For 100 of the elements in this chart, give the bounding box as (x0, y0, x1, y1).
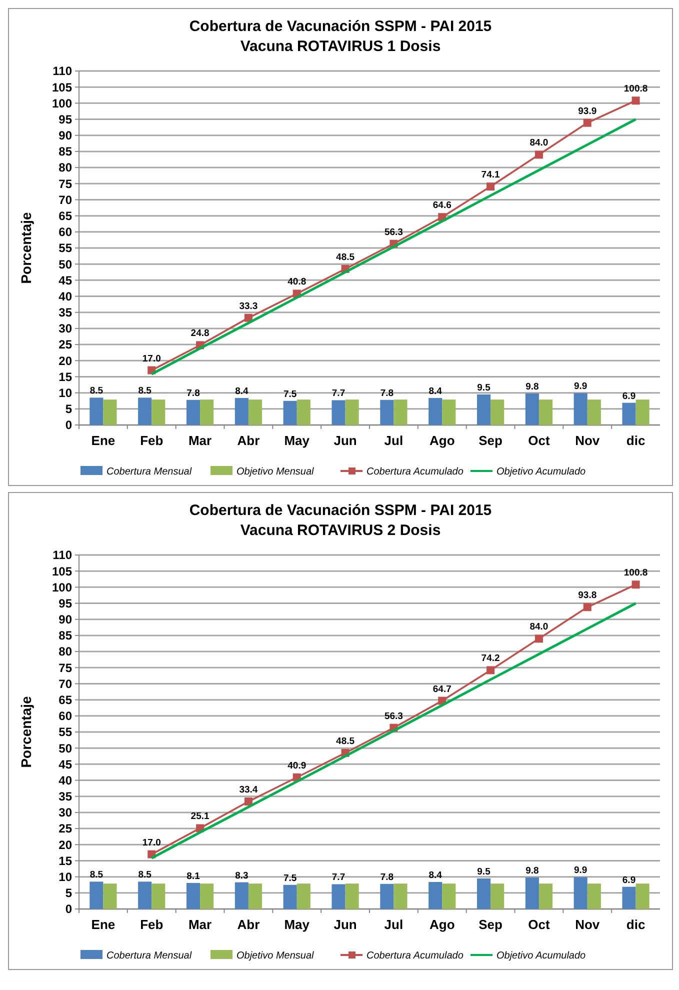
data-label: 7.5 (283, 872, 298, 884)
legend-label: Cobertura Mensual (106, 466, 192, 478)
data-label: 48.5 (336, 252, 356, 263)
data-label: 7.5 (283, 388, 298, 400)
data-label: 40.8 (288, 276, 306, 288)
point (632, 580, 640, 589)
data-label: 24.8 (190, 328, 210, 340)
data-label: 17.0 (142, 837, 161, 848)
y-tick-label: 5 (65, 402, 72, 416)
data-label: 74.2 (481, 653, 500, 664)
x-tick-label: Feb (140, 433, 164, 448)
y-tick-label: 50 (58, 257, 72, 272)
y-tick-label: 40 (58, 289, 72, 304)
y-tick-label: 95 (58, 112, 72, 126)
data-label: 9.8 (526, 381, 539, 392)
y-tick-label: 35 (58, 790, 72, 804)
chart-subtitle: Vacuna ROTAVIRUS 1 Dosis (240, 38, 441, 55)
x-tick-label: Ene (91, 917, 116, 932)
x-tick-label: dic (626, 917, 646, 932)
point (244, 798, 252, 806)
data-label: 56.3 (384, 226, 403, 238)
y-tick-label: 20 (58, 354, 72, 368)
y-tick-label: 85 (58, 144, 72, 159)
y-tick-label: 75 (58, 176, 72, 191)
data-label: 33.4 (239, 784, 258, 796)
point (583, 603, 592, 612)
y-axis-title: Porcentaje (18, 696, 34, 768)
x-tick-label: Abr (237, 917, 260, 932)
x-tick-label: May (284, 917, 310, 932)
data-label: 93.9 (578, 106, 597, 117)
y-tick-label: 65 (58, 693, 72, 708)
point (583, 118, 592, 127)
data-label: 17.0 (142, 353, 161, 364)
x-tick-label: Oct (528, 433, 550, 448)
x-tick-label: Jul (384, 433, 404, 448)
legend-label: Objetivo Acumulado (496, 950, 586, 962)
data-label: 9.9 (574, 381, 588, 392)
data-label: 7.8 (380, 872, 394, 883)
data-label: 8.5 (138, 870, 152, 881)
y-tick-label: 80 (58, 644, 72, 659)
chart-title: Cobertura de Vacunación SSPM - PAI 2015 (189, 502, 492, 519)
legend-label: Cobertura Acumulado (366, 950, 464, 962)
point (244, 314, 252, 322)
data-label: 64.6 (432, 200, 452, 212)
data-label: 40.9 (288, 760, 306, 772)
legend-label: Objetivo Mensual (236, 950, 315, 962)
data-label: 8.5 (90, 386, 104, 397)
y-tick-label: 80 (58, 160, 72, 175)
y-tick-label: 10 (58, 870, 72, 884)
x-tick-label: Mar (188, 433, 212, 448)
y-tick-label: 55 (58, 241, 72, 256)
x-tick-label: Oct (528, 917, 550, 932)
data-label: 7.7 (332, 872, 346, 884)
data-label: 8.4 (235, 386, 249, 397)
x-tick-label: Nov (575, 433, 600, 448)
x-tick-label: dic (626, 433, 646, 448)
y-tick-label: 15 (58, 370, 72, 384)
data-label: 8.4 (428, 870, 443, 881)
y-tick-label: 25 (58, 338, 72, 352)
y-tick-label: 35 (58, 306, 72, 320)
x-tick-label: Ene (91, 433, 116, 448)
x-tick-label: Sep (478, 917, 503, 932)
y-axis-title: Porcentaje (18, 212, 34, 284)
data-label: 84.0 (530, 138, 548, 149)
data-label: 7.7 (332, 388, 346, 400)
y-tick-label: 65 (58, 209, 72, 224)
y-tick-label: 70 (58, 676, 72, 691)
data-label: 100.8 (624, 84, 648, 95)
y-tick-label: 100 (52, 580, 72, 594)
data-label: 100.8 (624, 568, 648, 579)
data-label: 9.8 (526, 865, 539, 876)
y-tick-label: 45 (58, 273, 72, 288)
y-tick-label: 30 (58, 806, 72, 820)
y-tick-label: 75 (58, 660, 72, 675)
data-label: 8.4 (428, 386, 443, 397)
y-tick-label: 110 (52, 548, 72, 562)
y-tick-label: 50 (58, 741, 72, 756)
y-tick-label: 105 (52, 80, 72, 94)
data-label: 8.3 (235, 870, 248, 882)
data-label: 33.3 (239, 300, 258, 312)
y-tick-label: 45 (58, 757, 72, 772)
y-tick-label: 0 (65, 902, 72, 916)
data-label: 84.0 (530, 622, 548, 633)
x-tick-label: Jun (334, 917, 357, 932)
x-tick-label: Jul (384, 917, 404, 932)
x-tick-label: Jun (334, 433, 357, 448)
y-tick-label: 90 (58, 128, 72, 143)
data-label: 8.5 (138, 386, 152, 397)
data-label: 6.9 (622, 390, 636, 402)
y-tick-label: 105 (52, 564, 72, 578)
y-tick-label: 95 (58, 596, 72, 610)
data-label: 25.1 (190, 811, 210, 822)
x-tick-label: May (284, 433, 310, 448)
chart-title: Cobertura de Vacunación SSPM - PAI 2015 (189, 18, 492, 35)
y-tick-label: 15 (58, 854, 72, 868)
x-tick-label: Mar (188, 917, 212, 932)
y-tick-label: 20 (58, 838, 72, 852)
point (632, 96, 640, 105)
data-label: 7.8 (186, 388, 200, 399)
x-tick-label: Feb (140, 917, 164, 932)
